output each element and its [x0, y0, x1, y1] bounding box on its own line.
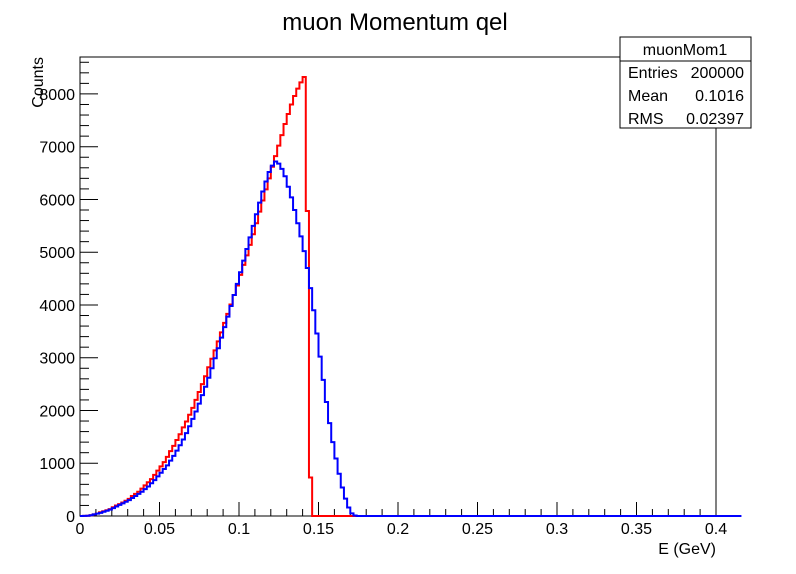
x-axis-ticks [79, 502, 717, 516]
x-tick-label: 0.35 [621, 521, 652, 538]
stats-box-name: muonMom1 [643, 42, 728, 59]
x-tick-label: 0.3 [546, 521, 568, 538]
stats-rms-label: RMS [628, 111, 664, 128]
y-axis-tick-labels: 0 1000 2000 3000 4000 5000 6000 7000 8000 [39, 87, 75, 526]
stats-entries-value: 200000 [691, 65, 744, 82]
x-axis-label: E (GeV) [658, 541, 716, 558]
x-tick-label: 0.15 [303, 521, 334, 538]
stats-mean-label: Mean [628, 88, 668, 105]
y-axis-label: Counts [30, 57, 47, 108]
stats-mean-value: 0.1016 [695, 88, 744, 105]
stats-rms-value: 0.02397 [686, 111, 744, 128]
x-axis-tick-labels: 0 0.05 0.1 0.15 0.2 0.25 0.3 0.35 0.4 [76, 521, 728, 538]
y-tick-label: 0 [66, 509, 75, 526]
chart-title: muon Momentum qel [282, 9, 507, 36]
x-tick-label: 0.4 [705, 521, 727, 538]
stats-box-frame [619, 36, 752, 129]
blue-histogram-series [80, 160, 742, 517]
y-tick-label: 4000 [39, 298, 75, 315]
y-tick-label: 5000 [39, 245, 75, 262]
x-tick-label: 0.25 [462, 521, 493, 538]
y-tick-label: 8000 [39, 87, 75, 104]
x-tick-label: 0 [76, 521, 85, 538]
x-tick-label: 0.2 [387, 521, 409, 538]
y-axis-ticks [80, 61, 98, 517]
y-tick-label: 7000 [39, 140, 75, 157]
stats-box: muonMom1 Entries 200000 Mean 0.1016 RMS … [619, 36, 752, 129]
x-tick-label: 0.05 [144, 521, 175, 538]
stats-entries-label: Entries [628, 65, 678, 82]
y-tick-label: 3000 [39, 351, 75, 368]
y-tick-label: 2000 [39, 403, 75, 420]
y-tick-label: 1000 [39, 456, 75, 473]
y-tick-label: 6000 [39, 192, 75, 209]
x-tick-label: 0.1 [228, 521, 250, 538]
